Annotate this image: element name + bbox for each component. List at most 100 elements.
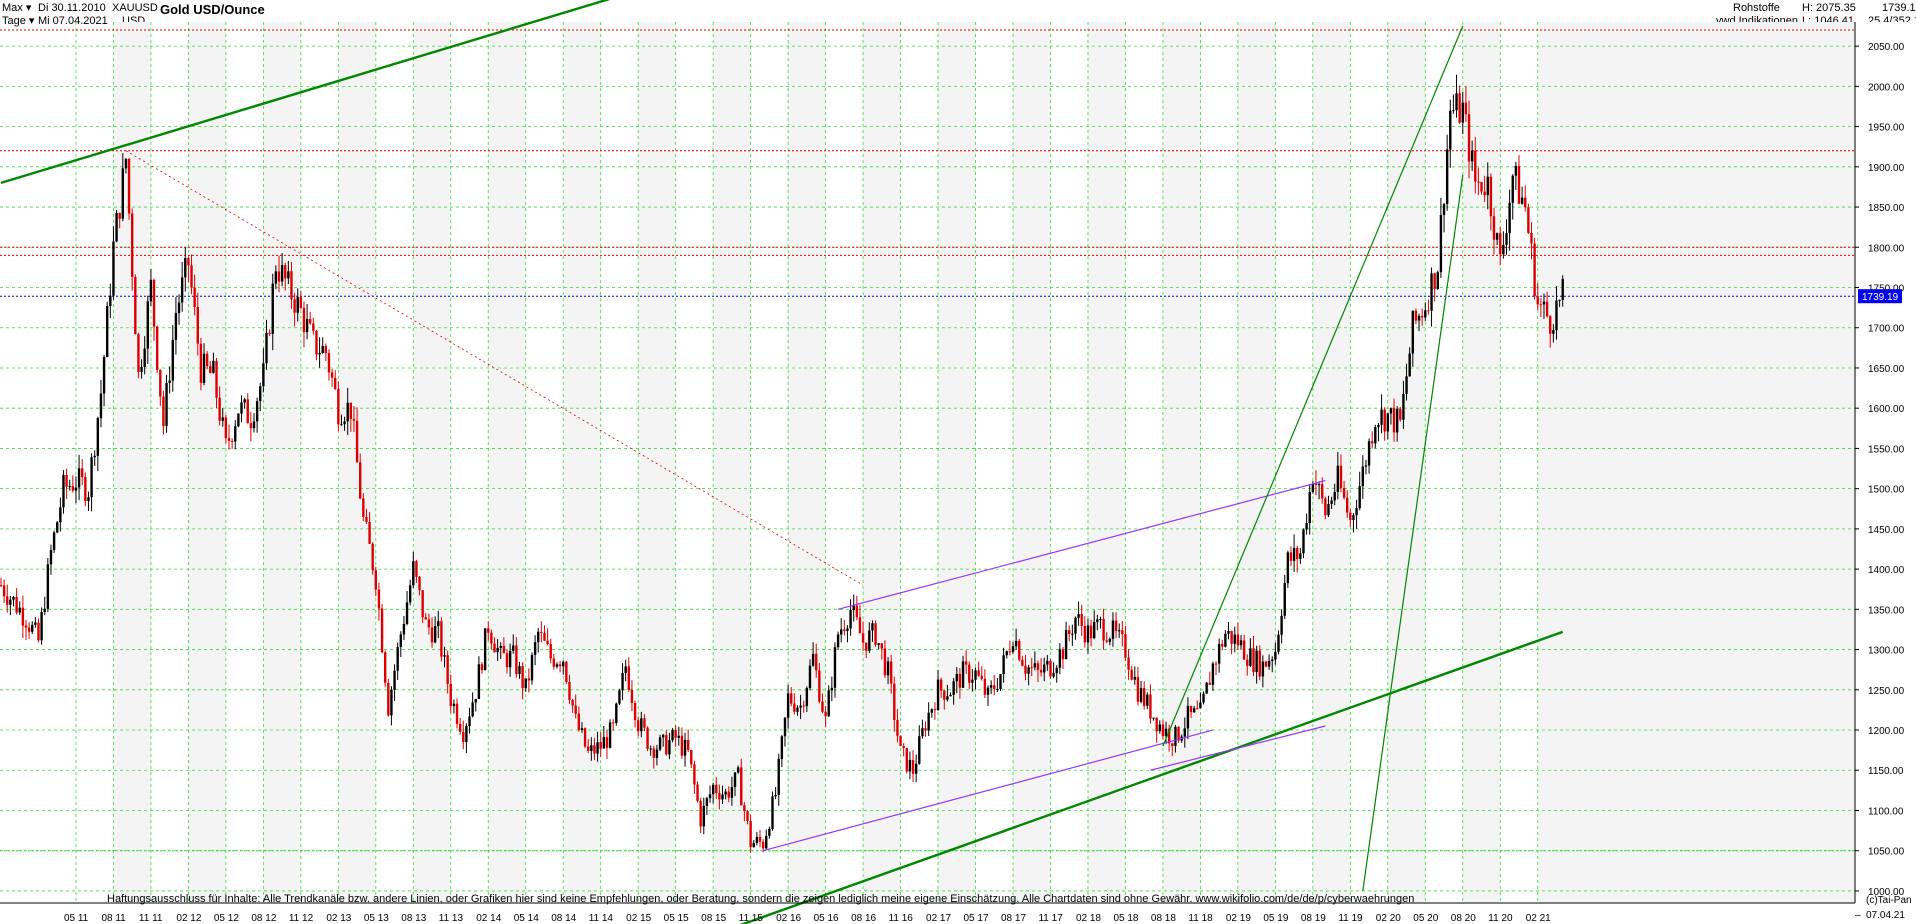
candle-body [474, 698, 477, 703]
y-tick-label: 1450.00 [1868, 525, 1905, 536]
x-tick-label: 02 12 [176, 913, 201, 924]
interval-dropdown[interactable]: Tage ▾ [2, 15, 34, 28]
candle-body [424, 617, 427, 620]
candle-body [643, 718, 646, 728]
candle-body [65, 474, 68, 487]
candle-body [37, 622, 40, 641]
candle-body [437, 621, 440, 627]
interval-date: Mi 07.04.2021 [38, 15, 108, 27]
candle-body [1089, 625, 1093, 639]
x-tick-label: 02 19 [1226, 913, 1251, 924]
candle-body [1114, 620, 1118, 631]
candle-body [1339, 465, 1343, 489]
candle-body [1367, 441, 1371, 466]
candle-body [755, 836, 759, 843]
grid-band [263, 22, 301, 903]
candle-body [21, 607, 25, 626]
y-tick-label: 1250.00 [1868, 686, 1905, 697]
x-tick-label: 02 21 [1526, 913, 1551, 924]
candle-body [768, 828, 771, 836]
candle-body [71, 486, 75, 491]
candle-body [1271, 659, 1274, 661]
candle-body [15, 596, 18, 613]
candle-body [743, 805, 746, 812]
candle-body [524, 678, 527, 689]
candle-body [549, 644, 552, 659]
candle-body [177, 302, 181, 314]
y-tick-label: 1650.00 [1868, 364, 1905, 375]
candle-body [1177, 726, 1180, 741]
candle-body [1286, 552, 1290, 584]
trendline-2015-2018-support [762, 729, 1214, 852]
candle-body [99, 393, 103, 419]
candle-body [1527, 207, 1530, 233]
y-tick-label: 1300.00 [1868, 646, 1905, 657]
candle-body [1105, 640, 1108, 642]
candle-body [1427, 310, 1430, 312]
candle-body [565, 661, 568, 682]
candle-body [343, 421, 346, 425]
candle-body [874, 623, 877, 645]
candle-body [952, 681, 955, 695]
candle-body [718, 793, 721, 800]
candle-body [939, 679, 943, 691]
x-tick-label: 08 20 [1451, 913, 1476, 924]
candle-body [799, 705, 802, 708]
grid-band [1087, 22, 1126, 903]
candle-body [1524, 197, 1527, 208]
candle-body [530, 654, 534, 681]
candle-body [652, 748, 655, 758]
candle-body [877, 643, 880, 645]
trendline-long-term-upper [0, 0, 611, 185]
candle-body [846, 628, 849, 632]
candle-body [1311, 483, 1315, 492]
candle-body [483, 628, 487, 671]
candle-body [696, 784, 699, 801]
grid-band [1312, 22, 1351, 903]
y-tick-label: 1400.00 [1868, 565, 1905, 576]
candle-body [893, 683, 896, 721]
trendlines [0, 0, 1564, 924]
candle-body [52, 532, 56, 551]
candle-body [1508, 202, 1511, 234]
candle-body [1024, 665, 1027, 674]
candle-body [855, 605, 859, 618]
candle-body [12, 596, 15, 600]
candle-body [705, 798, 709, 806]
range-dropdown[interactable]: Max ▾ [2, 2, 31, 15]
candle-body [1314, 483, 1318, 486]
candle-body [1043, 664, 1046, 673]
candle-body [1442, 204, 1446, 216]
candle-body [380, 608, 384, 653]
candle-body [1083, 625, 1087, 643]
candle-body [446, 655, 449, 684]
candle-body [636, 720, 640, 732]
x-tick-label: 02 18 [1076, 913, 1101, 924]
candle-body [130, 213, 134, 278]
candle-body [1068, 630, 1071, 635]
candle-body [1183, 728, 1186, 737]
candle-body [596, 742, 599, 754]
candle-body [418, 576, 421, 591]
candle-body [858, 617, 862, 634]
grid-band [863, 22, 901, 903]
candle-body [127, 159, 131, 214]
candle-body [683, 739, 687, 756]
candle-body [1308, 491, 1311, 524]
grid-band [188, 22, 226, 903]
candle-body [590, 745, 593, 751]
x-tick-label: 05 18 [1113, 913, 1138, 924]
candle-body [180, 277, 184, 303]
candle-body [377, 589, 381, 609]
y-tick-label: 2050.00 [1868, 42, 1905, 53]
candle-body [227, 438, 231, 441]
candle-body [1136, 676, 1140, 702]
candle-body [796, 707, 799, 712]
candle-body [1208, 682, 1211, 685]
candle-body [330, 372, 334, 378]
candle-body [961, 661, 965, 688]
y-tick-label: 1100.00 [1868, 806, 1904, 817]
candle-body [1417, 316, 1421, 321]
candle-body [1249, 648, 1252, 666]
candle-body [187, 258, 190, 266]
